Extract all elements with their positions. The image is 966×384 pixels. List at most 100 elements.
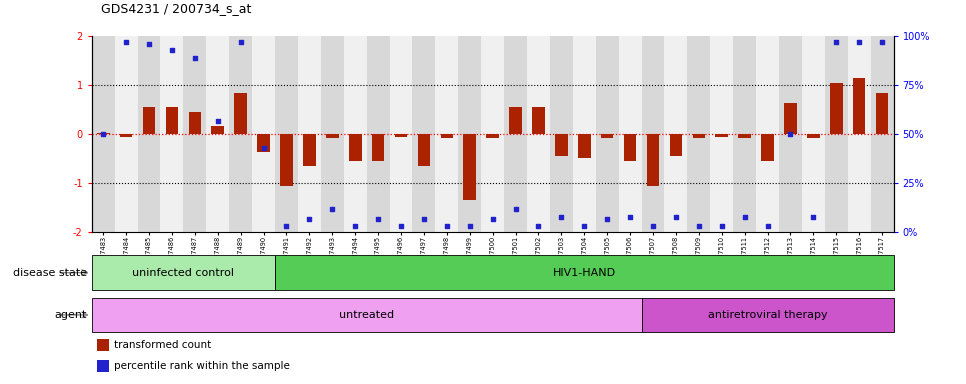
Point [393,223,409,230]
Bar [596,36,618,232]
Bar [458,36,481,232]
Point [440,223,455,230]
Bar [275,255,894,290]
Point [325,206,340,212]
Bar [601,134,613,138]
Point [164,47,180,53]
Point [600,215,615,222]
Bar [853,78,866,134]
Bar [550,36,573,232]
Bar [143,108,156,134]
Bar [115,36,137,232]
Bar [326,134,339,138]
Bar [733,36,756,232]
Bar [235,93,247,134]
Point [874,39,890,45]
Bar [280,134,293,186]
Text: antiretroviral therapy: antiretroviral therapy [708,310,827,320]
Bar [802,36,825,232]
Bar [756,36,779,232]
Bar [486,134,499,138]
Point [119,39,134,45]
Bar [92,36,115,232]
Point [96,131,111,137]
Point [645,223,661,230]
Bar [184,36,207,232]
Bar [367,36,389,232]
Bar [207,36,229,232]
Bar [646,134,660,186]
Bar [389,36,412,232]
Bar [784,103,797,134]
Bar [830,83,842,134]
Bar [624,134,637,161]
Point [256,145,271,151]
Bar [578,134,590,158]
Text: agent: agent [54,310,87,320]
Bar [440,134,453,138]
Bar [825,36,848,232]
Bar [298,36,321,232]
Bar [761,134,774,161]
Bar [665,36,688,232]
Point [851,39,867,45]
Point [370,215,385,222]
Point [485,215,500,222]
Point [301,215,317,222]
Point [622,214,638,220]
Point [462,223,477,230]
Bar [349,134,361,161]
Bar [527,36,550,232]
Bar [92,255,275,290]
Bar [688,36,710,232]
Text: untreated: untreated [339,310,394,320]
Bar [344,36,367,232]
Point [141,41,156,47]
Bar [641,298,894,332]
Bar [257,134,270,152]
Bar [417,134,430,166]
Bar [188,113,201,134]
Text: GDS4231 / 200734_s_at: GDS4231 / 200734_s_at [101,2,252,15]
Bar [876,93,889,134]
Bar [321,36,344,232]
Text: transformed count: transformed count [114,340,212,350]
Point [554,214,569,220]
Text: disease state: disease state [13,268,87,278]
Point [416,215,432,222]
Point [530,223,546,230]
Bar [303,134,316,166]
Bar [710,36,733,232]
Bar [807,134,820,138]
Point [508,206,524,212]
Text: percentile rank within the sample: percentile rank within the sample [114,361,290,371]
Bar [532,108,545,134]
Bar [738,134,751,138]
Bar [229,36,252,232]
Point [760,223,776,230]
Bar [779,36,802,232]
Bar [120,134,132,137]
Point [348,223,363,230]
Bar [275,36,298,232]
Bar [212,126,224,134]
Text: HIV1-HAND: HIV1-HAND [553,268,616,278]
Bar [573,36,596,232]
Point [782,131,798,137]
Bar [165,108,179,134]
Bar [92,298,641,332]
Point [714,223,729,230]
Point [691,223,706,230]
Bar [412,36,436,232]
Bar [504,36,527,232]
Bar [693,134,705,138]
Bar [464,134,476,200]
Point [210,118,225,124]
Bar [716,134,728,137]
Bar [509,108,522,134]
Point [737,214,753,220]
Bar [870,36,894,232]
Point [233,39,248,45]
Bar [372,134,384,161]
Point [806,214,821,220]
